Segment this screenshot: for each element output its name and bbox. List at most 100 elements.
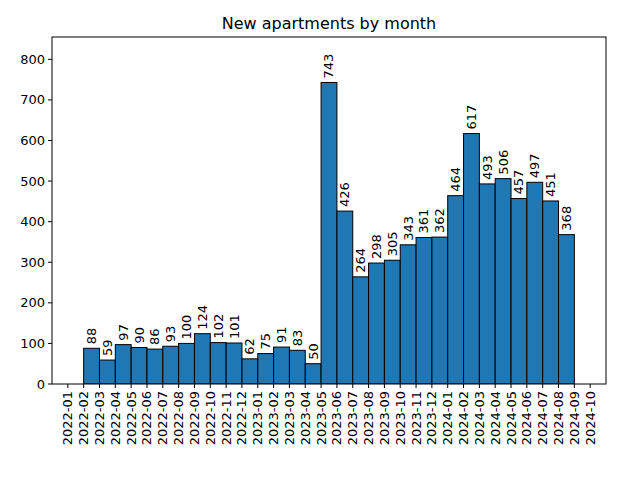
data-label: 88 (84, 328, 99, 345)
data-label: 343 (401, 216, 416, 241)
data-label: 506 (496, 150, 511, 175)
x-tick-label: 2023-04 (298, 391, 313, 445)
x-tick (368, 384, 369, 388)
x-tick (305, 384, 306, 388)
y-tick-label: 100 (20, 336, 45, 351)
x-tick (115, 384, 116, 388)
bar (527, 182, 543, 384)
x-tick (479, 384, 480, 388)
y-tick-label: 300 (20, 255, 45, 270)
x-tick (336, 384, 337, 388)
bar (353, 277, 369, 384)
data-label: 464 (448, 167, 463, 192)
x-tick-label: 2024-08 (551, 391, 566, 445)
x-tick (67, 384, 68, 388)
y-tick-label: 600 (20, 133, 45, 148)
bar (495, 179, 511, 384)
x-tick (241, 384, 242, 388)
x-tick (162, 384, 163, 388)
data-label: 298 (369, 234, 384, 259)
y-tick-label: 500 (20, 174, 45, 189)
bar (99, 360, 115, 384)
x-tick-label: 2024-05 (504, 391, 519, 445)
x-tick-label: 2022-01 (60, 391, 75, 445)
bar (84, 348, 100, 384)
data-label: 50 (306, 343, 321, 360)
x-tick-label: 2024-03 (472, 391, 487, 445)
data-label: 362 (432, 208, 447, 233)
data-label: 75 (258, 333, 273, 350)
data-label: 361 (416, 209, 431, 234)
data-label: 493 (480, 155, 495, 180)
bar (321, 82, 337, 384)
y-tick-label: 0 (37, 377, 45, 392)
data-label: 743 (322, 54, 337, 79)
data-label: 97 (116, 324, 131, 341)
x-tick-label: 2023-02 (266, 391, 281, 445)
data-label: 124 (195, 305, 210, 330)
x-tick-label: 2024-02 (456, 391, 471, 445)
x-tick (416, 384, 417, 388)
x-tick-label: 2023-05 (314, 391, 329, 445)
x-tick (289, 384, 290, 388)
y-tick (48, 140, 52, 141)
x-tick (194, 384, 195, 388)
y-tick-label: 800 (20, 52, 45, 67)
x-tick-label: 2024-06 (519, 391, 534, 445)
data-label: 426 (337, 182, 352, 207)
x-tick (574, 384, 575, 388)
bar (384, 260, 400, 384)
y-tick (48, 302, 52, 303)
data-label: 91 (274, 327, 289, 344)
data-label: 368 (559, 206, 574, 231)
chart: New apartments by month88599790869310012… (0, 0, 640, 480)
bar (432, 237, 448, 384)
data-label: 101 (227, 314, 242, 339)
x-tick-label: 2024-09 (567, 391, 582, 445)
data-label: 83 (290, 330, 305, 347)
x-tick-label: 2022-04 (108, 391, 123, 445)
data-label: 90 (132, 327, 147, 344)
title: New apartments by month (222, 14, 437, 33)
bar (131, 347, 147, 384)
data-label: 497 (527, 153, 542, 178)
bars (84, 82, 575, 384)
bar (210, 343, 226, 384)
x-tick (558, 384, 559, 388)
x-tick (352, 384, 353, 388)
x-tick (431, 384, 432, 388)
y-tick (48, 181, 52, 182)
y-tick (48, 221, 52, 222)
x-tick (321, 384, 322, 388)
x-tick-label: 2022-06 (139, 391, 154, 445)
y-tick (48, 343, 52, 344)
x-tick (99, 384, 100, 388)
x-tick-label: 2023-06 (329, 391, 344, 445)
y-tick-label: 200 (20, 295, 45, 310)
x-tick-label: 2022-08 (171, 391, 186, 445)
x-tick-label: 2022-02 (76, 391, 91, 445)
bar (179, 343, 195, 384)
x-tick (226, 384, 227, 388)
bar (226, 343, 242, 384)
x-tick (511, 384, 512, 388)
x-tick-label: 2023-01 (250, 391, 265, 445)
bar (464, 134, 480, 384)
background (0, 0, 640, 480)
x-tick (400, 384, 401, 388)
bar (543, 201, 559, 384)
x-tick-label: 2023-10 (393, 391, 408, 445)
bar (274, 347, 290, 384)
y-tick (48, 99, 52, 100)
x-tick (542, 384, 543, 388)
data-label: 264 (353, 248, 368, 273)
x-tick-label: 2024-04 (488, 391, 503, 445)
y-tick-label: 700 (20, 92, 45, 107)
bar (163, 346, 179, 384)
data-label: 93 (163, 326, 178, 343)
x-tick-label: 2022-09 (187, 391, 202, 445)
bar (194, 334, 210, 384)
bar (289, 350, 305, 384)
bar (416, 237, 432, 384)
data-label: 451 (543, 172, 558, 197)
